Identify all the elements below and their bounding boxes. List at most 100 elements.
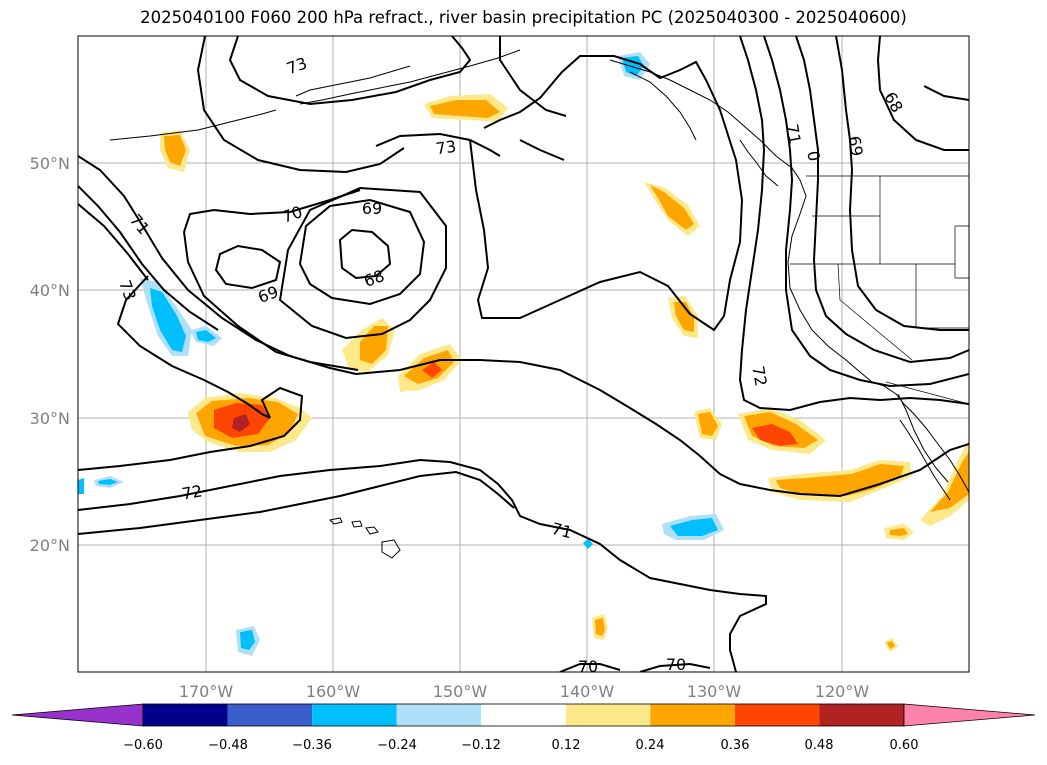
colorbar-extend-high (903, 703, 1036, 727)
map-frame (77, 35, 970, 673)
colorbar-swatch (312, 704, 397, 726)
lon-tick-label: 120°W (815, 682, 870, 701)
contour-line (519, 139, 565, 161)
contour-line (559, 663, 621, 672)
contour-label: 71 (782, 122, 804, 145)
lat-tick-label: 50°N (30, 154, 70, 173)
precip-patch-positive (232, 414, 250, 432)
colorbar-swatch (734, 704, 820, 726)
longitude-labels: 170°W 160°W 150°W 140°W 130°W 120°W (179, 682, 870, 701)
contour-line (298, 198, 426, 306)
precip-patch-negative (78, 478, 84, 494)
contour-line (78, 470, 515, 535)
colorbar-tick-label: 0.60 (890, 738, 919, 753)
precip-patch-positive (698, 412, 718, 436)
precip-patch-negative (670, 518, 718, 536)
refractivity-contours (78, 36, 969, 672)
precip-patch-positive (920, 440, 969, 526)
precip-patch-negative (583, 539, 593, 549)
contour-label: 70 (578, 657, 598, 676)
colorbar-tick-label: 0.24 (636, 738, 665, 753)
precip-patch-positive (930, 452, 969, 512)
contour-line (78, 458, 767, 672)
lon-tick-label: 160°W (306, 682, 361, 701)
lat-tick-label: 30°N (30, 409, 70, 428)
colorbar-swatch (396, 704, 482, 726)
precip-patch-positive (430, 100, 500, 118)
contour-line (196, 36, 405, 174)
contour-label: 72 (180, 481, 203, 503)
precip-patch-positive (752, 424, 798, 446)
precip-patch-negative (196, 330, 216, 342)
precip-patch-positive (776, 464, 904, 496)
colorbar-swatch (143, 704, 228, 726)
latitude-labels: 50°N 40°N 30°N 20°N (30, 154, 70, 555)
graticule (78, 36, 969, 672)
contour-line (116, 275, 271, 419)
colorbar: −0.60 −0.48 −0.36 −0.24 −0.12 0.12 0.24 … (11, 703, 1036, 753)
coastlines (109, 49, 969, 559)
precip-patch-negative (98, 479, 118, 485)
colorbar-swatch (227, 704, 313, 726)
contour-line (78, 203, 149, 281)
precip-patch-positive (164, 135, 186, 166)
contour-label: 69 (844, 134, 866, 157)
contour-line (78, 185, 219, 331)
precip-patch-positive (422, 362, 442, 378)
precip-patch-positive (890, 528, 908, 536)
contour-label: 0 (803, 149, 823, 162)
contour-line (214, 244, 282, 290)
colorbar-tick-label: 0.48 (805, 738, 834, 753)
colorbar-tick-label: −0.48 (208, 738, 248, 753)
contour-line (738, 36, 969, 412)
map-panel (78, 36, 969, 672)
contour-line (795, 36, 969, 364)
contour-line (499, 36, 567, 117)
contour-line (78, 386, 304, 471)
contour-line (78, 155, 357, 375)
contour-line (183, 231, 359, 371)
precip-patch-positive (595, 618, 605, 636)
precip-patch-positive (650, 185, 694, 230)
contour-line (876, 36, 969, 151)
contour-line (923, 85, 969, 101)
contour-line (763, 36, 969, 388)
colorbar-tick-label: −0.12 (461, 738, 501, 753)
colorbar-swatch (481, 704, 566, 726)
map-title: 2025040100 F060 200 hPa refract., river … (140, 8, 907, 27)
contour-line (355, 359, 969, 498)
contour-label: 73 (435, 137, 458, 159)
colorbar-tick-label: −0.24 (377, 738, 417, 753)
contour-label: 72 (748, 364, 770, 387)
contour-label: 69 (362, 199, 382, 218)
colorbar-extend-low (11, 703, 144, 727)
precip-patch-positive (887, 641, 895, 649)
colorbar-tick-label: −0.36 (292, 738, 332, 753)
precip-patch-positive (674, 302, 694, 332)
lat-tick-label: 40°N (30, 281, 70, 300)
precip-shading (78, 52, 969, 656)
lon-tick-label: 150°W (433, 682, 488, 701)
contour-line (375, 132, 501, 157)
contour-label: 70 (666, 655, 686, 674)
lon-tick-label: 170°W (179, 682, 234, 701)
contour-line (835, 36, 969, 331)
contour-line (183, 189, 361, 233)
contour-label: 71 (550, 519, 574, 542)
contour-line (278, 186, 447, 340)
colorbar-swatch (565, 704, 651, 726)
contour-line (228, 36, 472, 106)
colorbar-tick-label: −0.60 (123, 738, 163, 753)
lon-tick-label: 140°W (560, 682, 615, 701)
lon-tick-label: 130°W (687, 682, 742, 701)
colorbar-tick-label: 0.36 (721, 738, 750, 753)
colorbar-swatch (650, 704, 735, 726)
contour-line (338, 228, 392, 280)
contour-line (639, 662, 711, 672)
precip-patch-negative (240, 630, 255, 650)
lat-tick-label: 20°N (30, 536, 70, 555)
precip-patch-negative (150, 288, 186, 352)
colorbar-swatch (819, 704, 904, 726)
contour-line (469, 55, 744, 332)
